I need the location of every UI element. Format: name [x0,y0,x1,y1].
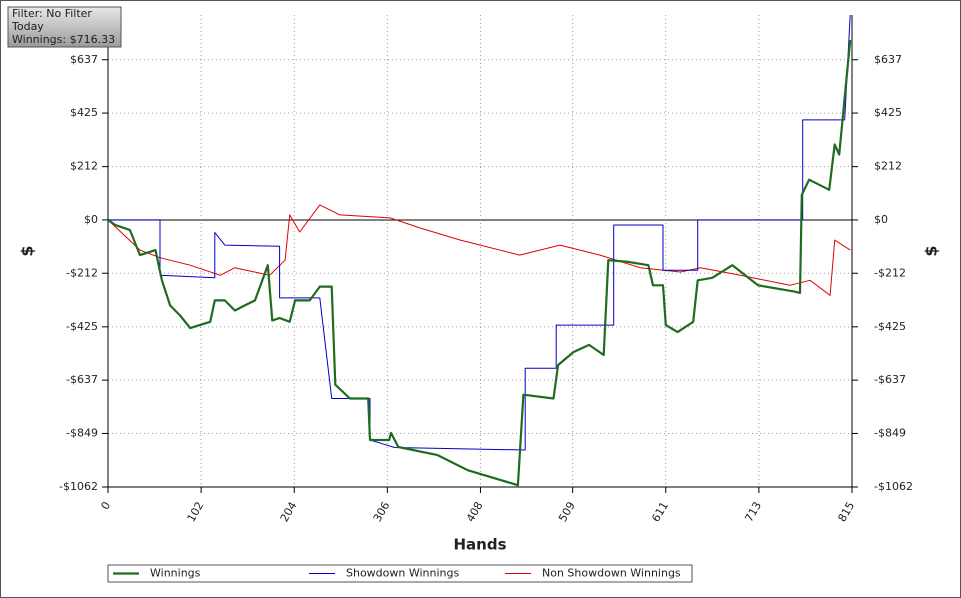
y-tick-label-right: -$849 [874,426,906,439]
info-box [7,6,122,48]
series-line [108,14,851,451]
info-text: Filter: No Filter [12,7,92,20]
series-line [107,204,851,296]
y-axis-title-right: $ [922,245,941,256]
y-tick-label: -$637 [66,373,98,386]
y-tick-label: $425 [70,106,98,119]
info-text: Today [11,20,44,33]
y-tick-label: -$425 [66,320,98,333]
y-tick-label-right: $0 [874,213,888,226]
y-axis-title: $ [18,245,37,256]
y-tick-label: $637 [70,53,98,66]
y-tick-label-right: -$1062 [874,480,913,493]
y-tick-label: $0 [84,213,98,226]
legend-label: Winnings [150,567,201,580]
y-tick-label-right: -$212 [874,266,906,279]
y-tick-label: -$1062 [59,480,98,493]
x-axis-title: Hands [453,536,506,554]
y-tick-label-right: -$637 [874,373,906,386]
y-tick-label: -$849 [66,426,98,439]
y-tick-label: -$212 [66,266,98,279]
legend-label: Showdown Winnings [346,567,460,580]
series-line [107,39,852,487]
y-tick-label-right: $425 [874,106,902,119]
legend-label: Non Showdown Winnings [542,567,681,580]
y-tick-label: $212 [70,160,98,173]
y-tick-label-right: $637 [874,53,902,66]
legend-box [107,564,693,583]
y-tick-label-right: -$425 [874,320,906,333]
info-text: Winnings: $716.33 [12,33,115,46]
y-tick-label-right: $212 [874,160,902,173]
